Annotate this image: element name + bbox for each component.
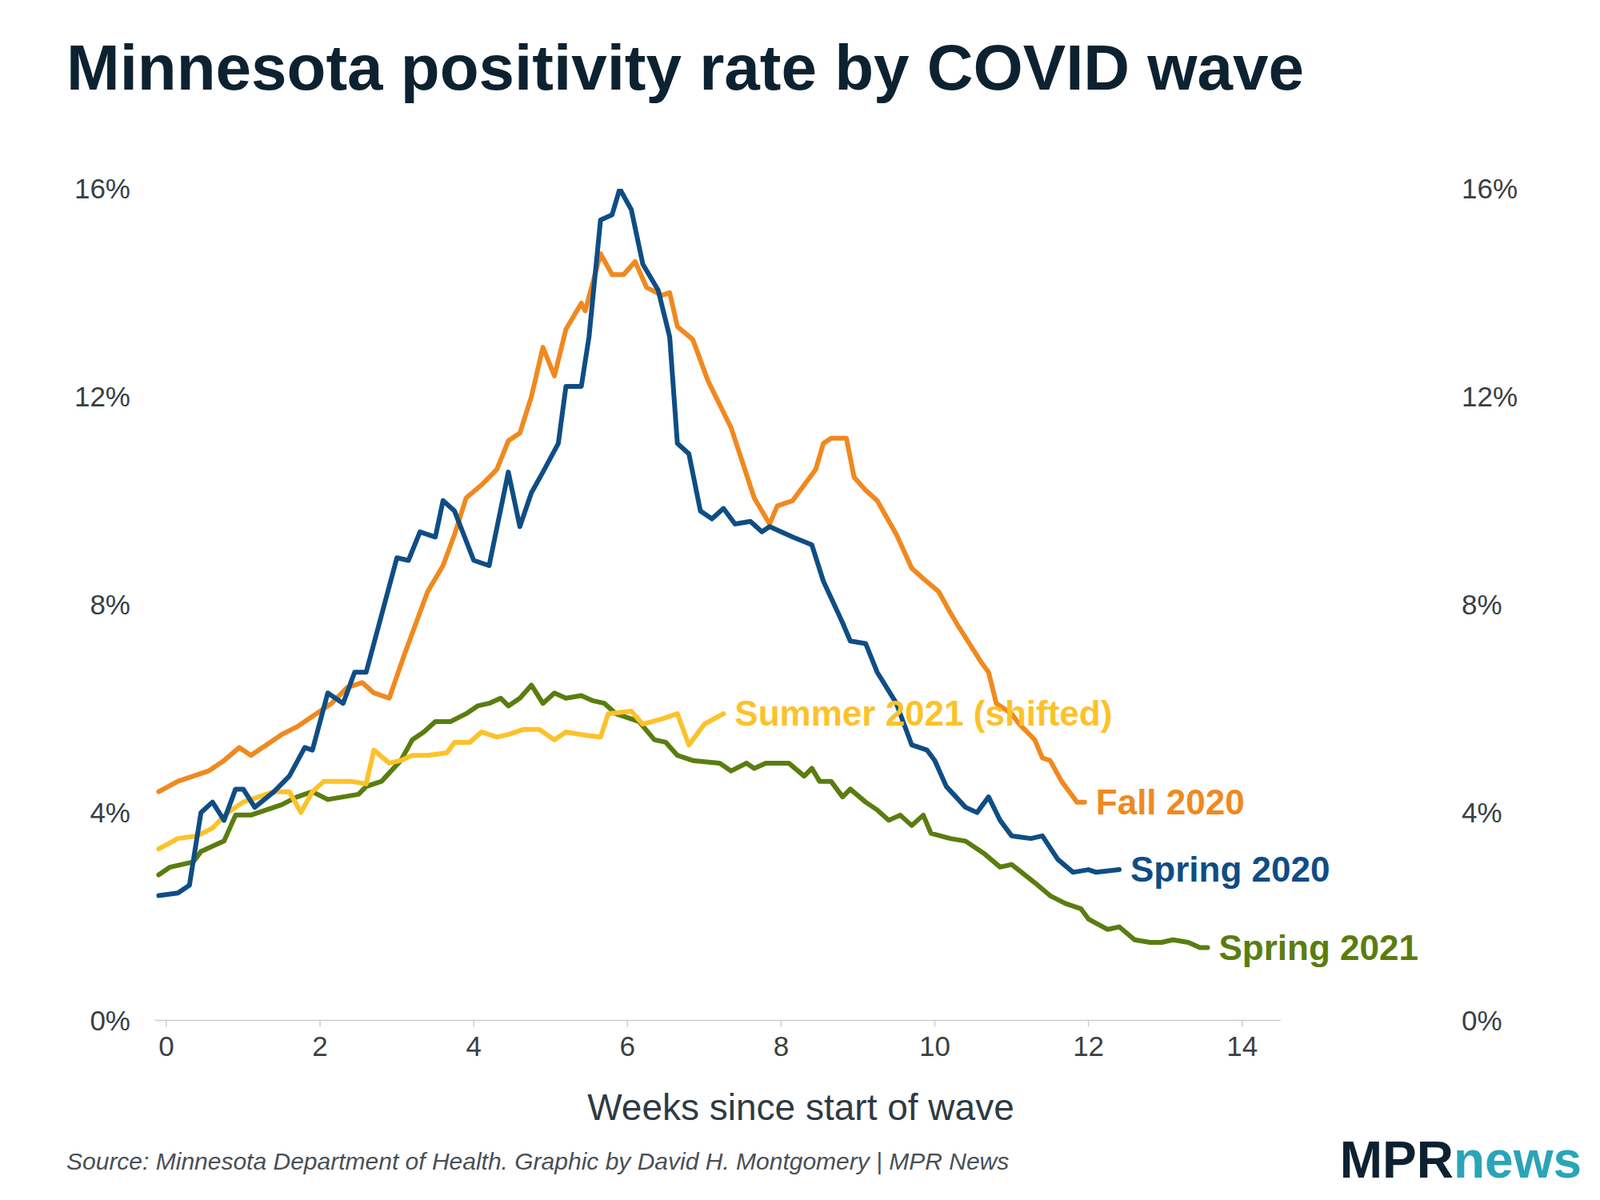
x-tick — [1088, 1020, 1090, 1028]
title: Minnesota positivity rate by COVID wave — [66, 32, 1304, 104]
x-tick — [627, 1020, 629, 1028]
x-tick — [934, 1020, 936, 1028]
x-tick-label: 0 — [158, 1030, 174, 1062]
x-tick — [165, 1020, 168, 1028]
y-tick-label: 8% — [89, 588, 131, 620]
x-tick-label: 6 — [620, 1030, 636, 1062]
series-label: Spring 2021 — [1218, 928, 1418, 968]
logo: MPRnews — [1340, 1131, 1582, 1189]
series-label: Spring 2020 — [1130, 849, 1330, 889]
series-line — [158, 188, 1120, 896]
x-axis-line — [155, 1020, 1281, 1022]
x-tick-label: 4 — [465, 1030, 481, 1062]
y2-tick-label: 0% — [1461, 1004, 1503, 1036]
x-tick-label: 12 — [1072, 1030, 1104, 1062]
x-tick — [319, 1020, 321, 1028]
series-line — [158, 711, 724, 849]
series-group — [158, 188, 1208, 948]
y-tick-label: 12% — [74, 380, 131, 412]
y2-tick-label: 4% — [1461, 796, 1503, 828]
y-tick-label: 4% — [89, 796, 131, 828]
logo-part: news — [1453, 1131, 1582, 1189]
x-tick-label: 2 — [312, 1030, 328, 1062]
x-tick — [472, 1020, 475, 1028]
y2-tick-label: 16% — [1461, 172, 1518, 204]
x-tick — [1241, 1020, 1244, 1028]
x-tick-label: 14 — [1226, 1030, 1258, 1062]
x-tick-label: 10 — [919, 1030, 951, 1062]
source: Source: Minnesota Department of Health. … — [66, 1148, 1009, 1175]
x-axis-label: Weeks since start of wave — [587, 1086, 1014, 1128]
x-tick-label: 8 — [773, 1030, 789, 1062]
series-label: Summer 2021 (shifted) — [734, 693, 1112, 733]
y2-tick-label: 12% — [1461, 380, 1518, 412]
x-tick — [780, 1020, 783, 1028]
chart: Minnesota positivity rate by COVID wave 0… — [0, 0, 1600, 1200]
background — [0, 0, 1600, 1200]
series-line — [158, 684, 1208, 948]
y-tick-label: 0% — [89, 1004, 131, 1036]
y2-tick-label: 8% — [1461, 588, 1503, 620]
series-labels: Spring 2021 Summer 2021 (shifted) Fall 202… — [734, 693, 1419, 967]
logo-part: MPR — [1340, 1131, 1454, 1189]
series-label: Fall 2020 — [1096, 782, 1245, 822]
y-tick-label: 16% — [74, 172, 131, 204]
